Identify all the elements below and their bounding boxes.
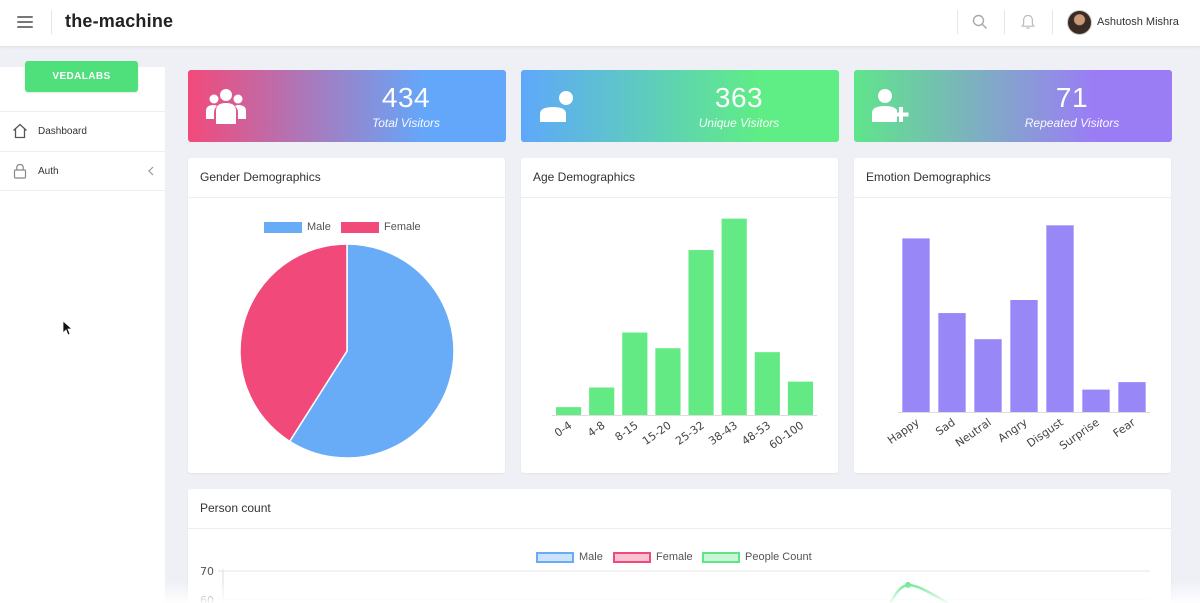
legend-label: Male — [307, 221, 331, 233]
top-divider — [1052, 10, 1053, 34]
top-divider — [957, 10, 958, 34]
bar-0-4[interactable] — [555, 407, 582, 415]
bar-15-20[interactable] — [655, 348, 681, 415]
stat-label: Total Visitors — [371, 116, 441, 130]
x-tick-label: 60-100 — [767, 419, 806, 452]
legend-swatch — [341, 221, 379, 233]
legend-swatch — [613, 551, 651, 563]
bell-icon[interactable] — [1019, 13, 1037, 31]
bar-8-15[interactable] — [622, 332, 648, 415]
bar-4-8[interactable] — [589, 387, 615, 415]
x-tick-label: Happy — [885, 416, 922, 447]
legend-label: Female — [384, 221, 421, 233]
bar-happy[interactable] — [902, 238, 930, 412]
legend-label: Female — [656, 551, 693, 563]
x-tick-label: Neutral — [953, 416, 994, 450]
y-tick-label: 60 — [200, 594, 214, 603]
person-count-panel: Person count Male Female People Count 70… — [188, 489, 1171, 603]
bar-fear[interactable] — [1118, 382, 1146, 412]
stat-value: 363 — [714, 82, 764, 113]
sidebar: VEDALABS Dashboard Auth — [0, 61, 165, 603]
avatar[interactable] — [1067, 10, 1092, 35]
pie-slice-male[interactable] — [288, 243, 455, 459]
legend-swatch — [264, 221, 302, 233]
search-icon[interactable] — [971, 13, 989, 31]
emotion-demographics-panel: Emotion Demographics Happy Sad Neutral Angr… — [854, 158, 1171, 473]
user-plus-icon — [872, 89, 909, 122]
stat-label: Unique Visitors — [698, 116, 780, 130]
sidebar-item-dashboard[interactable]: Dashboard — [0, 111, 165, 151]
bar-60-100[interactable] — [787, 381, 814, 415]
home-icon — [13, 123, 27, 139]
legend-swatch — [536, 551, 574, 563]
sidebar-item-label: Dashboard — [38, 126, 87, 137]
user-name[interactable]: Ashutosh Mishra — [1097, 16, 1179, 28]
sidebar-item-auth[interactable]: Auth — [0, 151, 165, 191]
top-divider — [51, 10, 52, 34]
top-divider — [1004, 10, 1005, 34]
sidebar-item-label: Auth — [38, 165, 59, 177]
panel-divider — [521, 197, 838, 198]
people-count-point[interactable] — [905, 582, 911, 588]
x-tick-label: 38-43 — [706, 419, 740, 448]
stat-card-total-visitors: 434 Total Visitors — [188, 70, 506, 142]
bar-disgust[interactable] — [1046, 225, 1074, 412]
legend-female[interactable]: Female — [613, 551, 693, 563]
x-tick-label: Sad — [933, 416, 957, 439]
stat-label: Repeated Visitors — [1024, 116, 1120, 130]
x-tick-label: 0-4 — [552, 419, 574, 440]
x-tick-label: 25-32 — [673, 419, 707, 448]
legend-label: Male — [579, 551, 603, 563]
bar-neutral[interactable] — [974, 339, 1002, 412]
bar-38-43[interactable] — [721, 218, 747, 415]
pie-slice-female[interactable] — [239, 243, 348, 443]
panel-title: Age Demographics — [533, 170, 636, 184]
app-title: the-machine — [65, 11, 174, 31]
y-tick-label: 70 — [200, 565, 214, 578]
chevron-left-icon[interactable] — [147, 165, 155, 177]
bar-25-32[interactable] — [688, 250, 714, 415]
bar-48-53[interactable] — [754, 352, 780, 415]
x-tick-label: 4-8 — [585, 419, 607, 440]
panel-title: Gender Demographics — [200, 170, 321, 184]
stat-value: 434 — [381, 82, 431, 113]
person-count-line-chart: 70 60 — [200, 565, 1150, 603]
legend-male[interactable]: Male — [536, 551, 603, 563]
x-tick-label: 8-15 — [613, 419, 641, 444]
age-demographics-panel: Age Demographics 0-4 4-8 8-15 15-20 25-32 38-… — [521, 158, 838, 473]
legend-male[interactable]: Male — [264, 221, 331, 233]
panel-divider — [854, 197, 1171, 198]
mouse-cursor-icon — [62, 320, 72, 336]
gender-pie-chart — [239, 243, 455, 459]
legend-people-count[interactable]: People Count — [702, 551, 812, 563]
stat-card-unique-visitors: 363 Unique Visitors — [521, 70, 839, 142]
users-group-icon — [206, 89, 246, 124]
panel-title: Emotion Demographics — [866, 170, 991, 184]
panel-divider — [188, 197, 505, 198]
x-tick-label: Fear — [1111, 416, 1138, 441]
x-tick-label: Surprise — [1057, 416, 1102, 453]
top-bar: the-machine Ashutosh Mishra — [0, 0, 1200, 46]
bar-sad[interactable] — [938, 313, 966, 412]
user-icon — [540, 91, 573, 122]
panel-title: Person count — [200, 501, 271, 515]
bar-angry[interactable] — [1010, 300, 1038, 412]
gender-demographics-panel: Gender Demographics Male Female — [188, 158, 505, 473]
legend-swatch — [702, 551, 740, 563]
hamburger-menu-icon[interactable] — [17, 16, 33, 28]
panel-divider — [188, 528, 1171, 529]
legend-female[interactable]: Female — [341, 221, 421, 233]
legend-label: People Count — [745, 551, 812, 563]
lock-icon — [13, 163, 27, 179]
stat-value: 71 — [1055, 82, 1089, 113]
bar-surprise[interactable] — [1082, 389, 1110, 412]
stat-card-repeated-visitors: 71 Repeated Visitors — [854, 70, 1172, 142]
vedalabs-button[interactable]: VEDALABS — [25, 61, 138, 92]
x-tick-label: 15-20 — [640, 419, 674, 448]
